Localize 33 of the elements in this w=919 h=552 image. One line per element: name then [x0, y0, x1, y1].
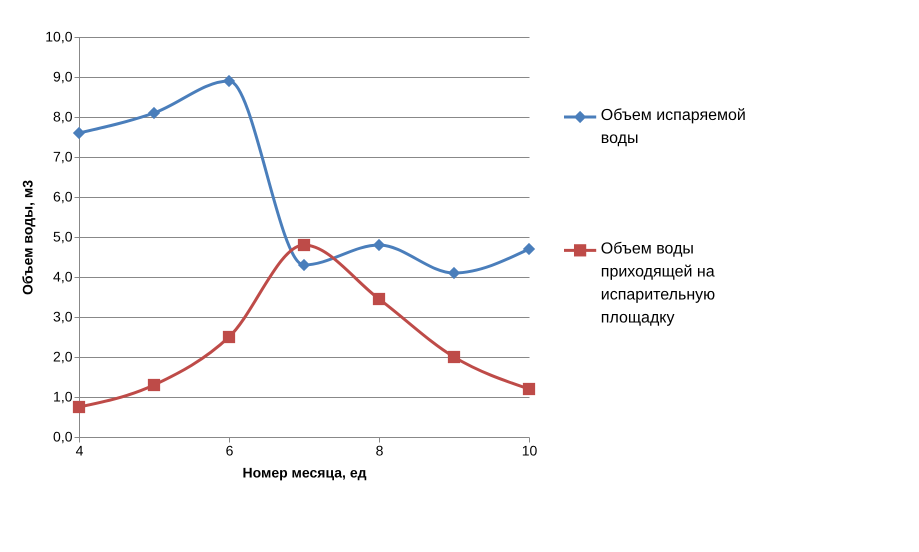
y-tick-label: 4,0	[53, 268, 73, 284]
point	[148, 378, 160, 392]
point	[72, 126, 86, 140]
y-tick-label: 8,0	[53, 108, 73, 124]
y-tick-label: 9,0	[53, 68, 73, 84]
point	[222, 74, 236, 88]
y-tick-label: 3,0	[53, 308, 73, 324]
point	[448, 266, 460, 280]
point	[298, 238, 310, 252]
point	[522, 382, 536, 396]
point	[372, 238, 386, 252]
y-tick-label: 5,0	[53, 228, 73, 244]
x-axis-title: Номер месяца, ед	[242, 464, 367, 480]
y-tick-label: 0,0	[53, 428, 73, 444]
y-tick-label: 2,0	[53, 348, 73, 364]
point	[448, 350, 460, 364]
point	[148, 106, 160, 120]
y-tick-label: 7,0	[53, 148, 73, 164]
x-tick-label: 6	[226, 442, 234, 458]
legend-label: Объем испаряемой воды	[600, 107, 746, 147]
point	[522, 242, 536, 256]
x-tick-label: 8	[376, 442, 384, 458]
point	[298, 258, 310, 272]
y-axis-title: Объем воды, м3	[19, 180, 36, 295]
legend-label: Объем воды приходящей на испарительную площадку	[600, 240, 716, 326]
y-tick-label: 6,0	[53, 188, 73, 204]
y-tick-label: 1,0	[53, 388, 73, 404]
y-tick-label: 10,0	[45, 28, 73, 44]
x-tick-label: 4	[76, 442, 84, 458]
x-tick-label: 10	[522, 442, 538, 458]
point	[72, 400, 86, 414]
point	[222, 330, 236, 344]
point	[372, 292, 386, 306]
